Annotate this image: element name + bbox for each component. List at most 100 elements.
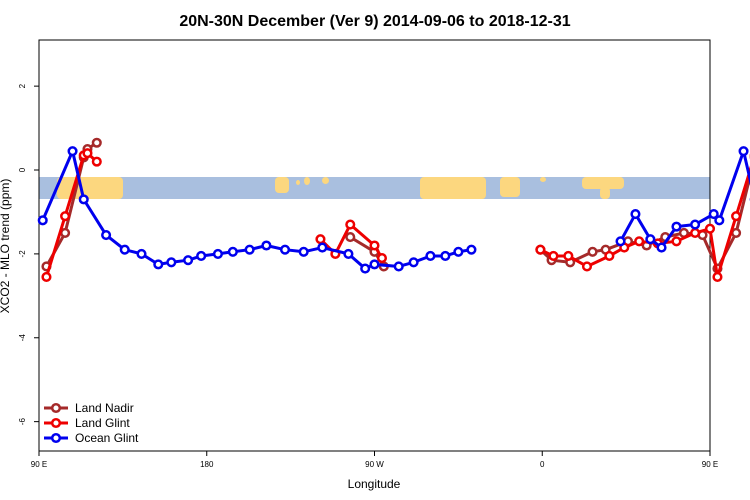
chart-title: 20N-30N December (Ver 9) 2014-09-06 to 2…: [179, 13, 570, 30]
data-point: [345, 219, 356, 230]
data-point: [690, 227, 701, 238]
land-shape: [540, 177, 546, 182]
y-tick-label: 0: [18, 167, 27, 172]
series-land-glint: [41, 148, 750, 283]
x-tick-label: 0: [540, 460, 545, 469]
legend-label: Ocean Glint: [75, 431, 139, 445]
legend-swatch-marker: [50, 417, 62, 429]
data-point: [690, 219, 701, 230]
data-point: [731, 227, 742, 238]
x-tick-label: 90 W: [365, 460, 384, 469]
data-point: [343, 248, 354, 259]
data-point: [244, 244, 255, 255]
world-map-band: [39, 177, 710, 199]
data-point: [196, 250, 207, 262]
data-point: [315, 234, 326, 245]
data-point: [581, 261, 593, 272]
data-point: [466, 244, 477, 255]
data-point: [82, 148, 93, 159]
data-point: [535, 244, 546, 255]
data-point: [41, 271, 52, 283]
data-point: [708, 208, 719, 220]
legend-label: Land Glint: [75, 416, 130, 430]
data-point: [731, 211, 742, 222]
land-shape: [304, 177, 310, 185]
data-point: [738, 146, 749, 157]
data-point: [704, 223, 716, 234]
data-point: [671, 236, 682, 247]
data-point: [712, 271, 723, 283]
data-point: [604, 250, 615, 262]
data-point: [153, 259, 164, 270]
series-line: [41, 149, 472, 271]
data-point: [91, 137, 102, 148]
data-point: [317, 242, 328, 253]
data-point: [408, 257, 419, 268]
data-point: [60, 227, 71, 238]
data-point: [369, 259, 380, 270]
y-tick-label: 2: [18, 83, 27, 88]
data-point: [91, 156, 102, 167]
land-shape: [582, 177, 624, 189]
data-point: [671, 221, 682, 232]
legend-swatch-marker: [50, 432, 62, 444]
series-line: [619, 149, 750, 250]
data-point: [119, 244, 130, 255]
data-point: [563, 250, 574, 262]
land-shape: [500, 177, 520, 197]
data-point: [227, 246, 238, 257]
data-point: [345, 232, 356, 243]
legend-swatch-marker: [50, 402, 62, 414]
land-shape: [420, 177, 486, 199]
data-point: [261, 240, 272, 251]
land-shape: [275, 177, 289, 193]
legend-label: Land Nadir: [75, 401, 134, 415]
data-point: [78, 194, 89, 205]
y-tick-label: -6: [18, 418, 27, 426]
data-point: [548, 250, 559, 262]
data-point: [453, 246, 464, 257]
data-point: [656, 242, 667, 253]
data-point: [587, 246, 598, 257]
data-point: [393, 261, 404, 272]
data-point: [212, 248, 223, 259]
data-point: [183, 255, 194, 266]
data-point: [425, 250, 436, 262]
data-point: [101, 229, 112, 241]
data-point: [298, 246, 309, 257]
series-layer: [37, 137, 750, 283]
data-point: [440, 250, 451, 262]
data-point: [634, 236, 645, 247]
x-tick-label: 90 E: [31, 460, 47, 469]
data-point: [60, 211, 71, 222]
data-point: [37, 215, 48, 226]
ocean-band: [39, 177, 710, 199]
y-axis: 2 0 -2 -4 -6: [18, 83, 39, 425]
y-axis-label: XCO2 - MLO trend (ppm): [0, 179, 12, 314]
data-point: [360, 263, 371, 274]
data-point: [615, 236, 626, 247]
land-shape: [57, 177, 123, 199]
x-tick-label: 180: [200, 460, 214, 469]
data-point: [279, 244, 291, 255]
data-point: [376, 253, 388, 264]
data-point: [630, 208, 641, 220]
y-tick-label: -4: [18, 334, 27, 342]
land-shape: [322, 177, 329, 184]
data-point: [645, 234, 656, 245]
land-shape: [600, 187, 610, 199]
x-axis-label: Longitude: [348, 477, 401, 491]
y-tick-label: -2: [18, 250, 27, 258]
data-point: [166, 257, 177, 268]
x-tick-label: 90 E: [702, 460, 718, 469]
data-point: [67, 146, 78, 157]
data-point: [369, 240, 380, 251]
data-point: [714, 215, 725, 226]
land-shape: [296, 180, 300, 185]
series-land-nadir: [41, 137, 750, 274]
series-line: [539, 165, 750, 279]
series-line: [45, 151, 98, 278]
